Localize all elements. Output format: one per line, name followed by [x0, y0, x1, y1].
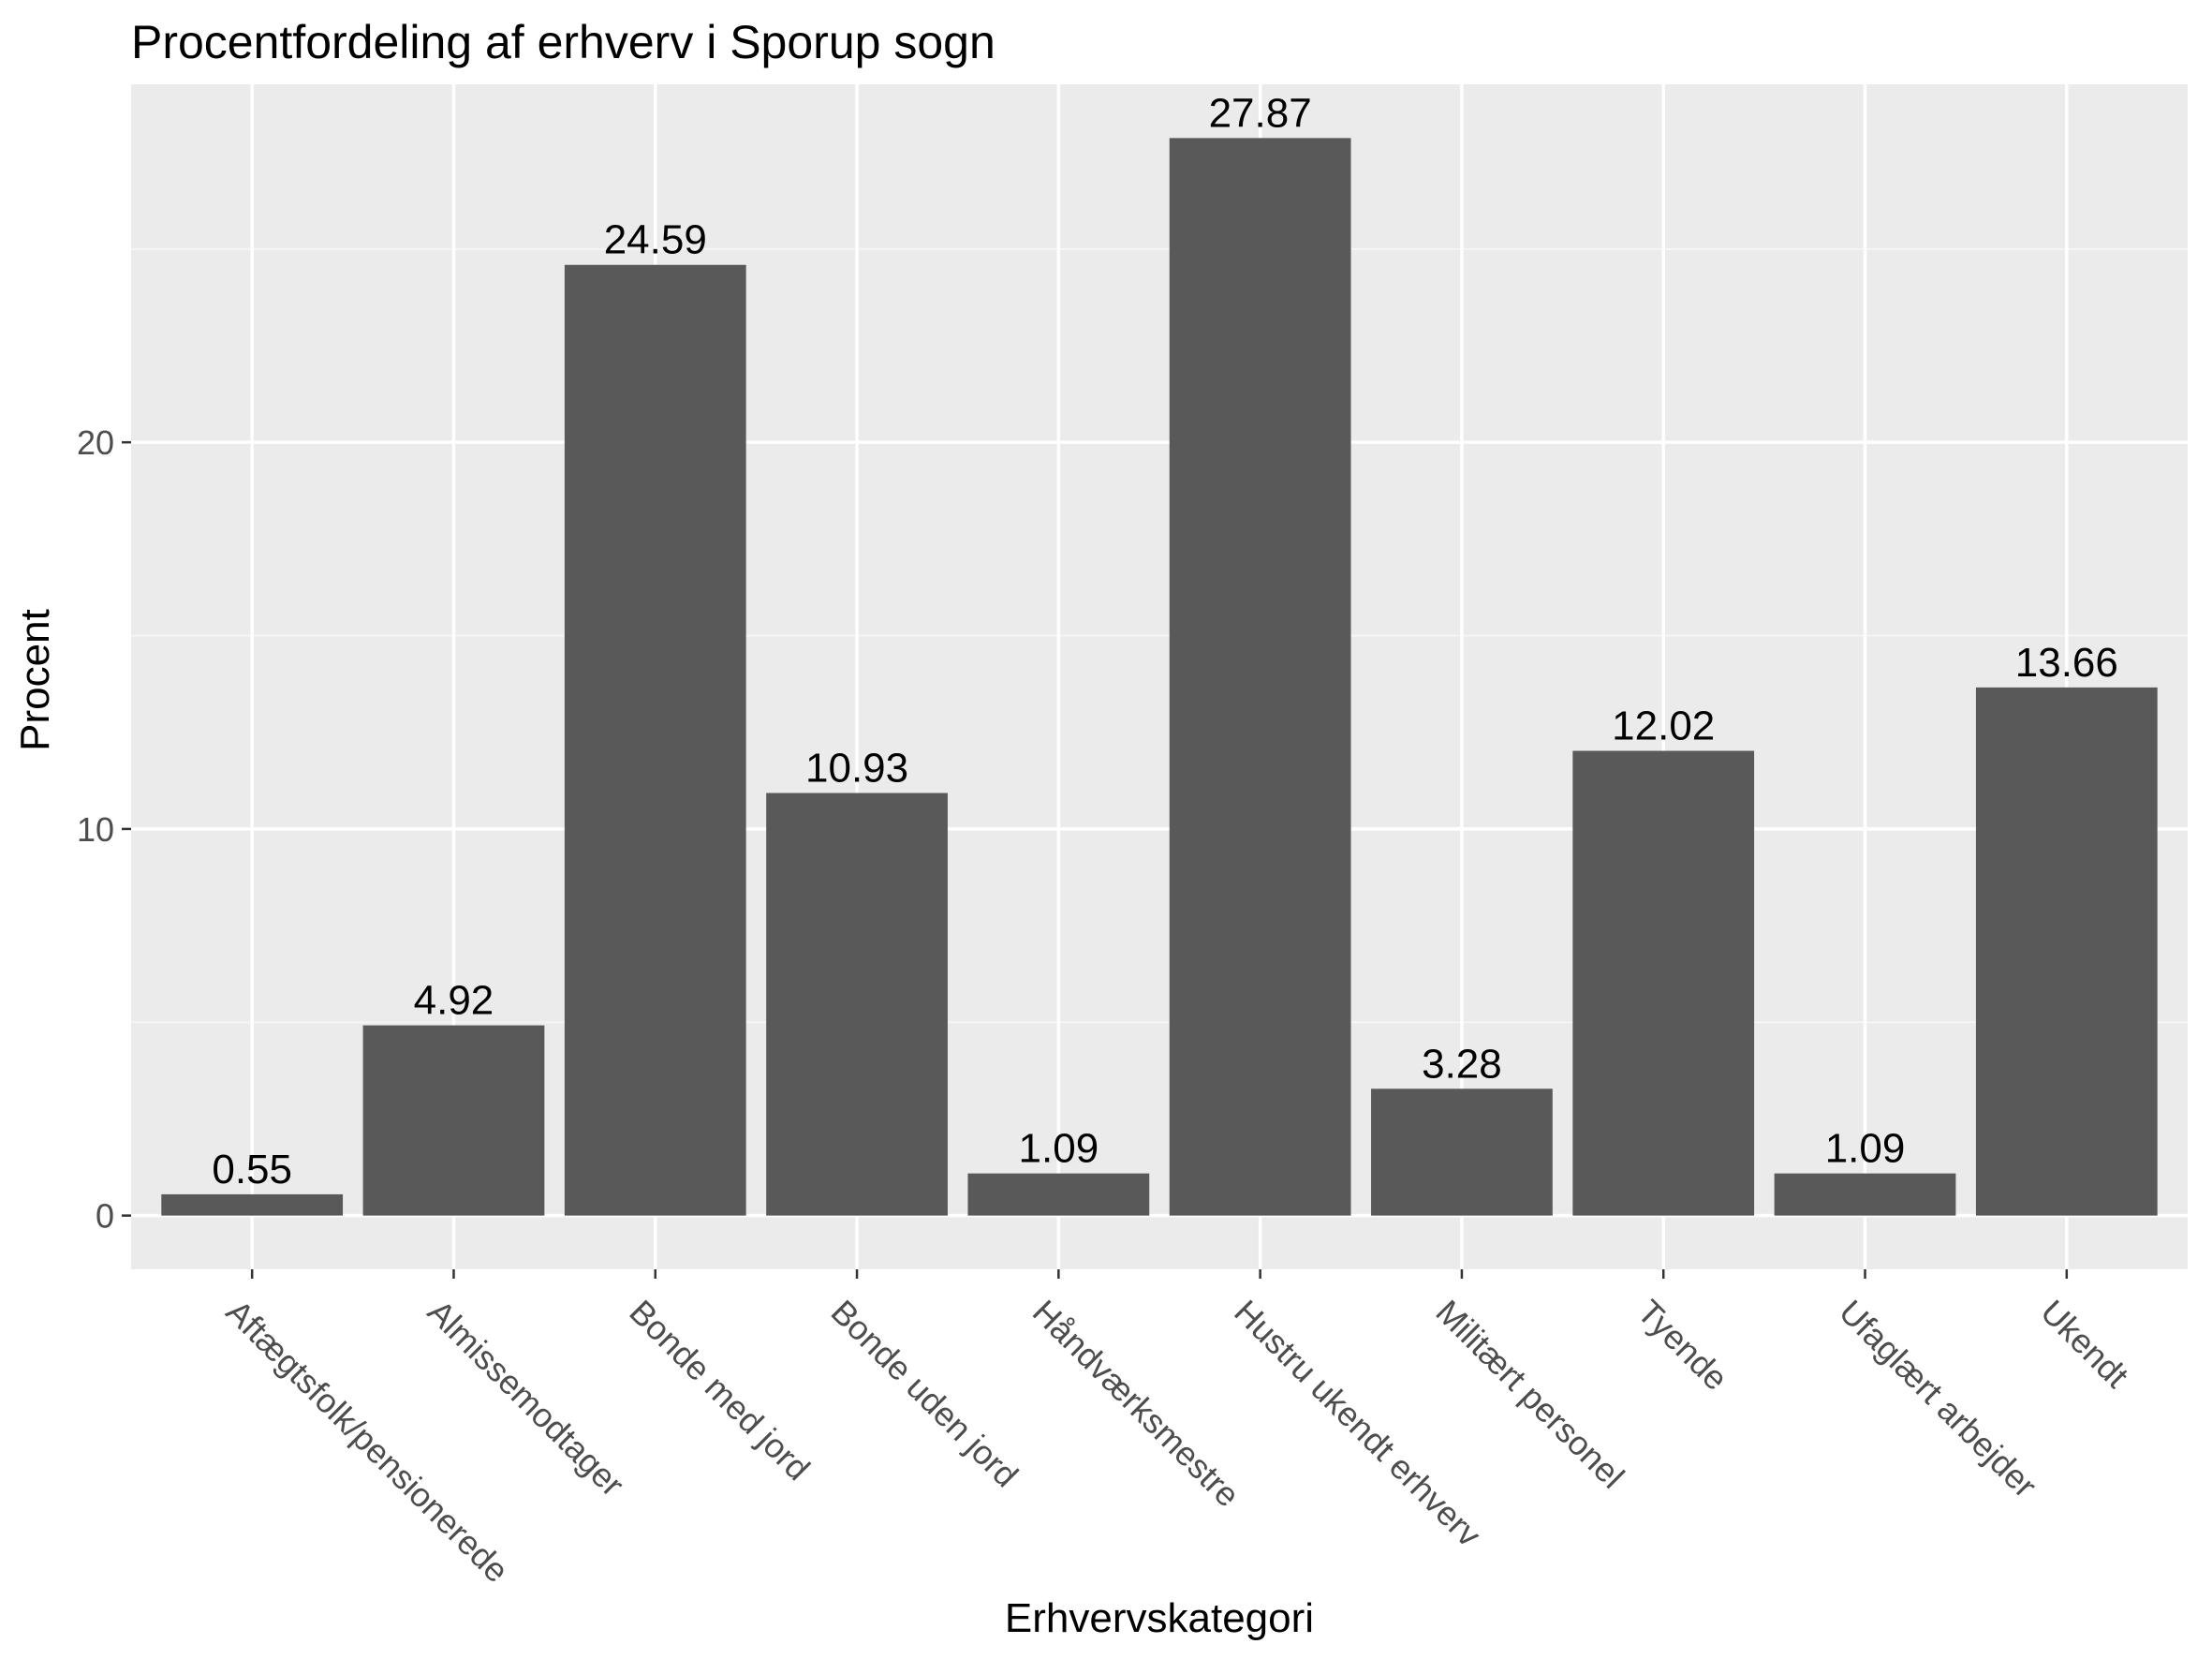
x-tick-label: Ukendt [2033, 1292, 2136, 1395]
bar-value-label: 13.66 [2015, 640, 2118, 686]
minor-gridlines [131, 247, 2188, 1024]
bar-value-label: 10.93 [805, 746, 908, 792]
bar [1371, 1089, 1553, 1216]
x-tick-label: Bonde med jord [622, 1292, 818, 1488]
x-tick-label: Almissemodtager [420, 1292, 632, 1503]
bar [161, 1193, 344, 1216]
bar-value-label: 24.59 [604, 217, 707, 263]
bar-value-label: 27.87 [1209, 90, 1312, 136]
bar-value-labels: 0.55 4.92 24.59 10.93 1.09 27.87 3.28 12.02 1.09… [212, 90, 2118, 1192]
y-tick-label: 20 [77, 423, 114, 462]
bar [564, 264, 746, 1216]
y-axis: 0 10 20 [77, 423, 131, 1236]
bar [1975, 687, 2158, 1216]
bar [766, 792, 948, 1216]
bar-value-label: 0.55 [212, 1147, 292, 1192]
x-tick-label: Militært personel [1428, 1292, 1631, 1495]
x-axis-title: Erhvervskategori [1005, 1595, 1314, 1641]
bar [362, 1025, 545, 1216]
chart-title: Procentfordeling af erhverv i Sporup sog… [131, 16, 995, 68]
y-tick-label: 10 [77, 810, 114, 849]
x-axis: Aftægtsfolk/pensioneredeAlmissemodtagerB… [219, 1269, 2136, 1590]
y-tick-label: 0 [96, 1197, 114, 1236]
bar-value-label: 12.02 [1612, 704, 1715, 749]
bar-value-label: 3.28 [1422, 1041, 1502, 1087]
y-axis-title: Procent [12, 609, 58, 751]
bar [1774, 1173, 1956, 1216]
bars [161, 138, 2158, 1216]
bar-value-label: 4.92 [414, 978, 494, 1024]
bar-value-label: 1.09 [1825, 1126, 1906, 1172]
x-tick-label: Håndværksmestre [1025, 1292, 1247, 1514]
bar [1169, 138, 1351, 1216]
x-tick-label: Ufaglært arbejder [1832, 1292, 2044, 1504]
x-tick-label: Bonde uden jord [824, 1292, 1026, 1494]
bar [1572, 750, 1755, 1216]
bar [967, 1173, 1150, 1216]
bar-value-label: 1.09 [1019, 1126, 1099, 1172]
x-tick-label: Tyende [1630, 1292, 1735, 1397]
